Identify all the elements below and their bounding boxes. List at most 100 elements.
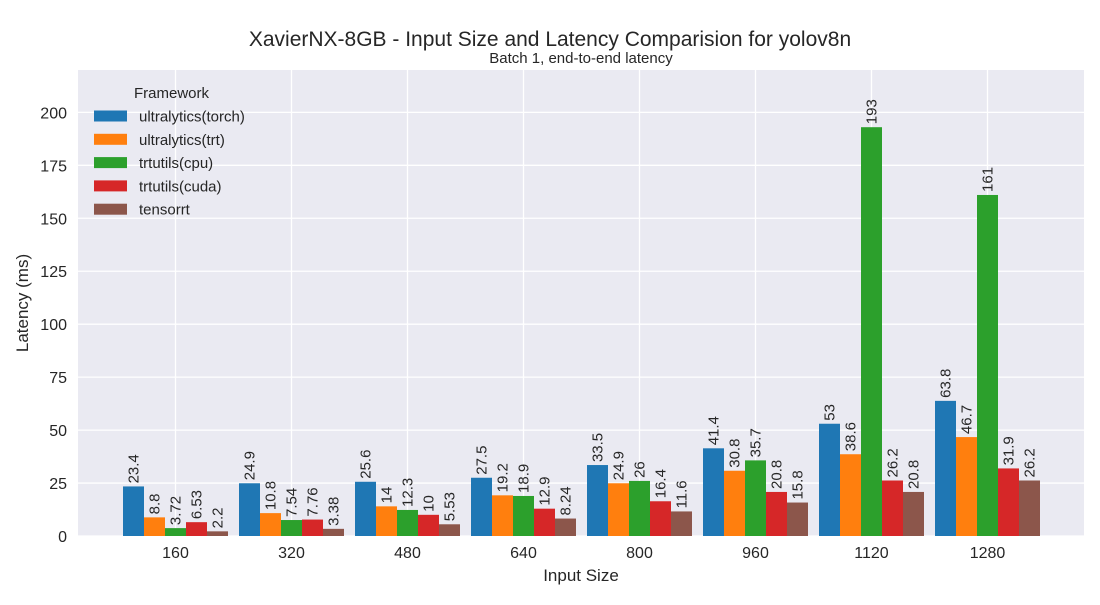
bar-value-label: 6.53 [189, 490, 206, 519]
bar [239, 483, 260, 536]
y-tick-label: 175 [40, 158, 67, 175]
bar-value-label: 7.76 [305, 487, 322, 516]
bar-value-label: 161 [980, 167, 997, 192]
legend-item-label: trtutils(cpu) [139, 155, 213, 172]
bar [439, 524, 460, 536]
bar-value-label: 20.8 [906, 460, 923, 489]
bar [998, 468, 1019, 536]
bar [376, 506, 397, 536]
bar [882, 480, 903, 536]
y-axis-label: Latency (ms) [13, 254, 32, 352]
bar [165, 528, 186, 536]
y-tick-label: 50 [49, 423, 67, 440]
bar [471, 477, 492, 536]
y-tick-label: 100 [40, 317, 67, 334]
legend-swatch [94, 203, 127, 215]
chart-subtitle: Batch 1, end-to-end latency [489, 50, 673, 67]
bar [492, 495, 513, 536]
bar [840, 454, 861, 536]
legend-swatch [94, 180, 127, 192]
bar-value-label: 23.4 [126, 454, 143, 483]
bar [650, 501, 671, 536]
x-tick-label: 1120 [854, 545, 889, 562]
bar-value-label: 12.3 [400, 478, 417, 507]
legend-item-label: ultralytics(torch) [139, 109, 245, 126]
bar [1019, 480, 1040, 536]
x-axis-ticks: 160 320 480 640 800 960 1120 1280 [162, 545, 1005, 562]
bar-value-label: 33.5 [590, 433, 607, 462]
y-tick-label: 0 [58, 529, 67, 546]
y-tick-label: 75 [49, 370, 67, 387]
bars [123, 127, 1040, 537]
bar-value-label: 10.8 [263, 481, 280, 510]
bar-value-label: 7.54 [284, 488, 301, 517]
bar [207, 531, 228, 536]
y-axis-ticks: 0 25 50 75 100 125 150 175 200 [40, 105, 67, 546]
bar-value-label: 3.38 [326, 497, 343, 526]
bar-value-label: 31.9 [1001, 436, 1018, 465]
bar-value-label: 19.2 [495, 463, 512, 492]
x-tick-label: 480 [394, 545, 421, 562]
y-tick-label: 125 [40, 264, 67, 281]
bar-value-label: 24.9 [242, 451, 259, 480]
bar [302, 519, 323, 536]
bar-value-label: 5.53 [442, 492, 459, 521]
bar [629, 480, 650, 536]
legend: Framework ultralytics(torch) ultralytics(… [94, 85, 245, 219]
bar-value-label: 8.8 [147, 494, 164, 515]
bar [418, 514, 439, 536]
bar-value-label: 15.8 [790, 470, 807, 499]
bar [397, 509, 418, 536]
legend-item-label: tensorrt [139, 202, 191, 219]
plot-area [78, 70, 1084, 536]
bar-value-label: 63.8 [938, 369, 955, 398]
chart-title: XavierNX-8GB - Input Size and Latency Co… [249, 28, 851, 51]
bar-value-label: 53 [822, 404, 839, 421]
x-tick-label: 800 [626, 545, 653, 562]
bar-value-label: 12.9 [537, 476, 554, 505]
bar [513, 495, 534, 536]
bar-value-label: 24.9 [611, 451, 628, 480]
legend-item-label: trtutils(cuda) [139, 178, 222, 195]
bar [703, 448, 724, 536]
bar-value-label: 11.6 [674, 480, 691, 508]
bar [355, 481, 376, 536]
bar-value-label: 26 [632, 461, 649, 478]
bar-value-label: 20.8 [769, 460, 786, 489]
bar-value-label: 10 [421, 495, 438, 512]
legend-swatch [94, 110, 127, 122]
bar-value-label: 18.9 [516, 464, 533, 493]
bar [861, 127, 882, 536]
x-tick-label: 640 [510, 545, 537, 562]
bar [745, 460, 766, 536]
bar-value-label: 16.4 [653, 469, 670, 498]
bar [260, 513, 281, 536]
bar [935, 400, 956, 536]
x-tick-label: 160 [162, 545, 189, 562]
y-tick-label: 200 [40, 105, 67, 122]
legend-title: Framework [134, 85, 210, 102]
x-tick-label: 960 [742, 545, 769, 562]
legend-item-label: ultralytics(trt) [139, 132, 225, 149]
bar-value-label: 193 [864, 99, 881, 124]
bar [787, 502, 808, 536]
bar-value-label: 8.24 [558, 486, 575, 515]
x-axis-label: Input Size [543, 566, 619, 585]
bar-value-label: 3.72 [168, 496, 185, 525]
x-tick-label: 1280 [970, 545, 1006, 562]
y-tick-label: 150 [40, 211, 67, 228]
bar [977, 194, 998, 537]
bar [903, 491, 924, 536]
bar [819, 423, 840, 536]
bar-value-label: 26.2 [885, 448, 902, 477]
x-tick-label: 320 [278, 545, 305, 562]
bar [766, 491, 787, 536]
legend-swatch [94, 133, 127, 145]
bar-value-label: 46.7 [959, 405, 976, 434]
y-tick-label: 25 [49, 476, 67, 493]
bar-value-label: 2.2 [210, 507, 227, 528]
bar [281, 520, 302, 536]
bar [123, 486, 144, 536]
